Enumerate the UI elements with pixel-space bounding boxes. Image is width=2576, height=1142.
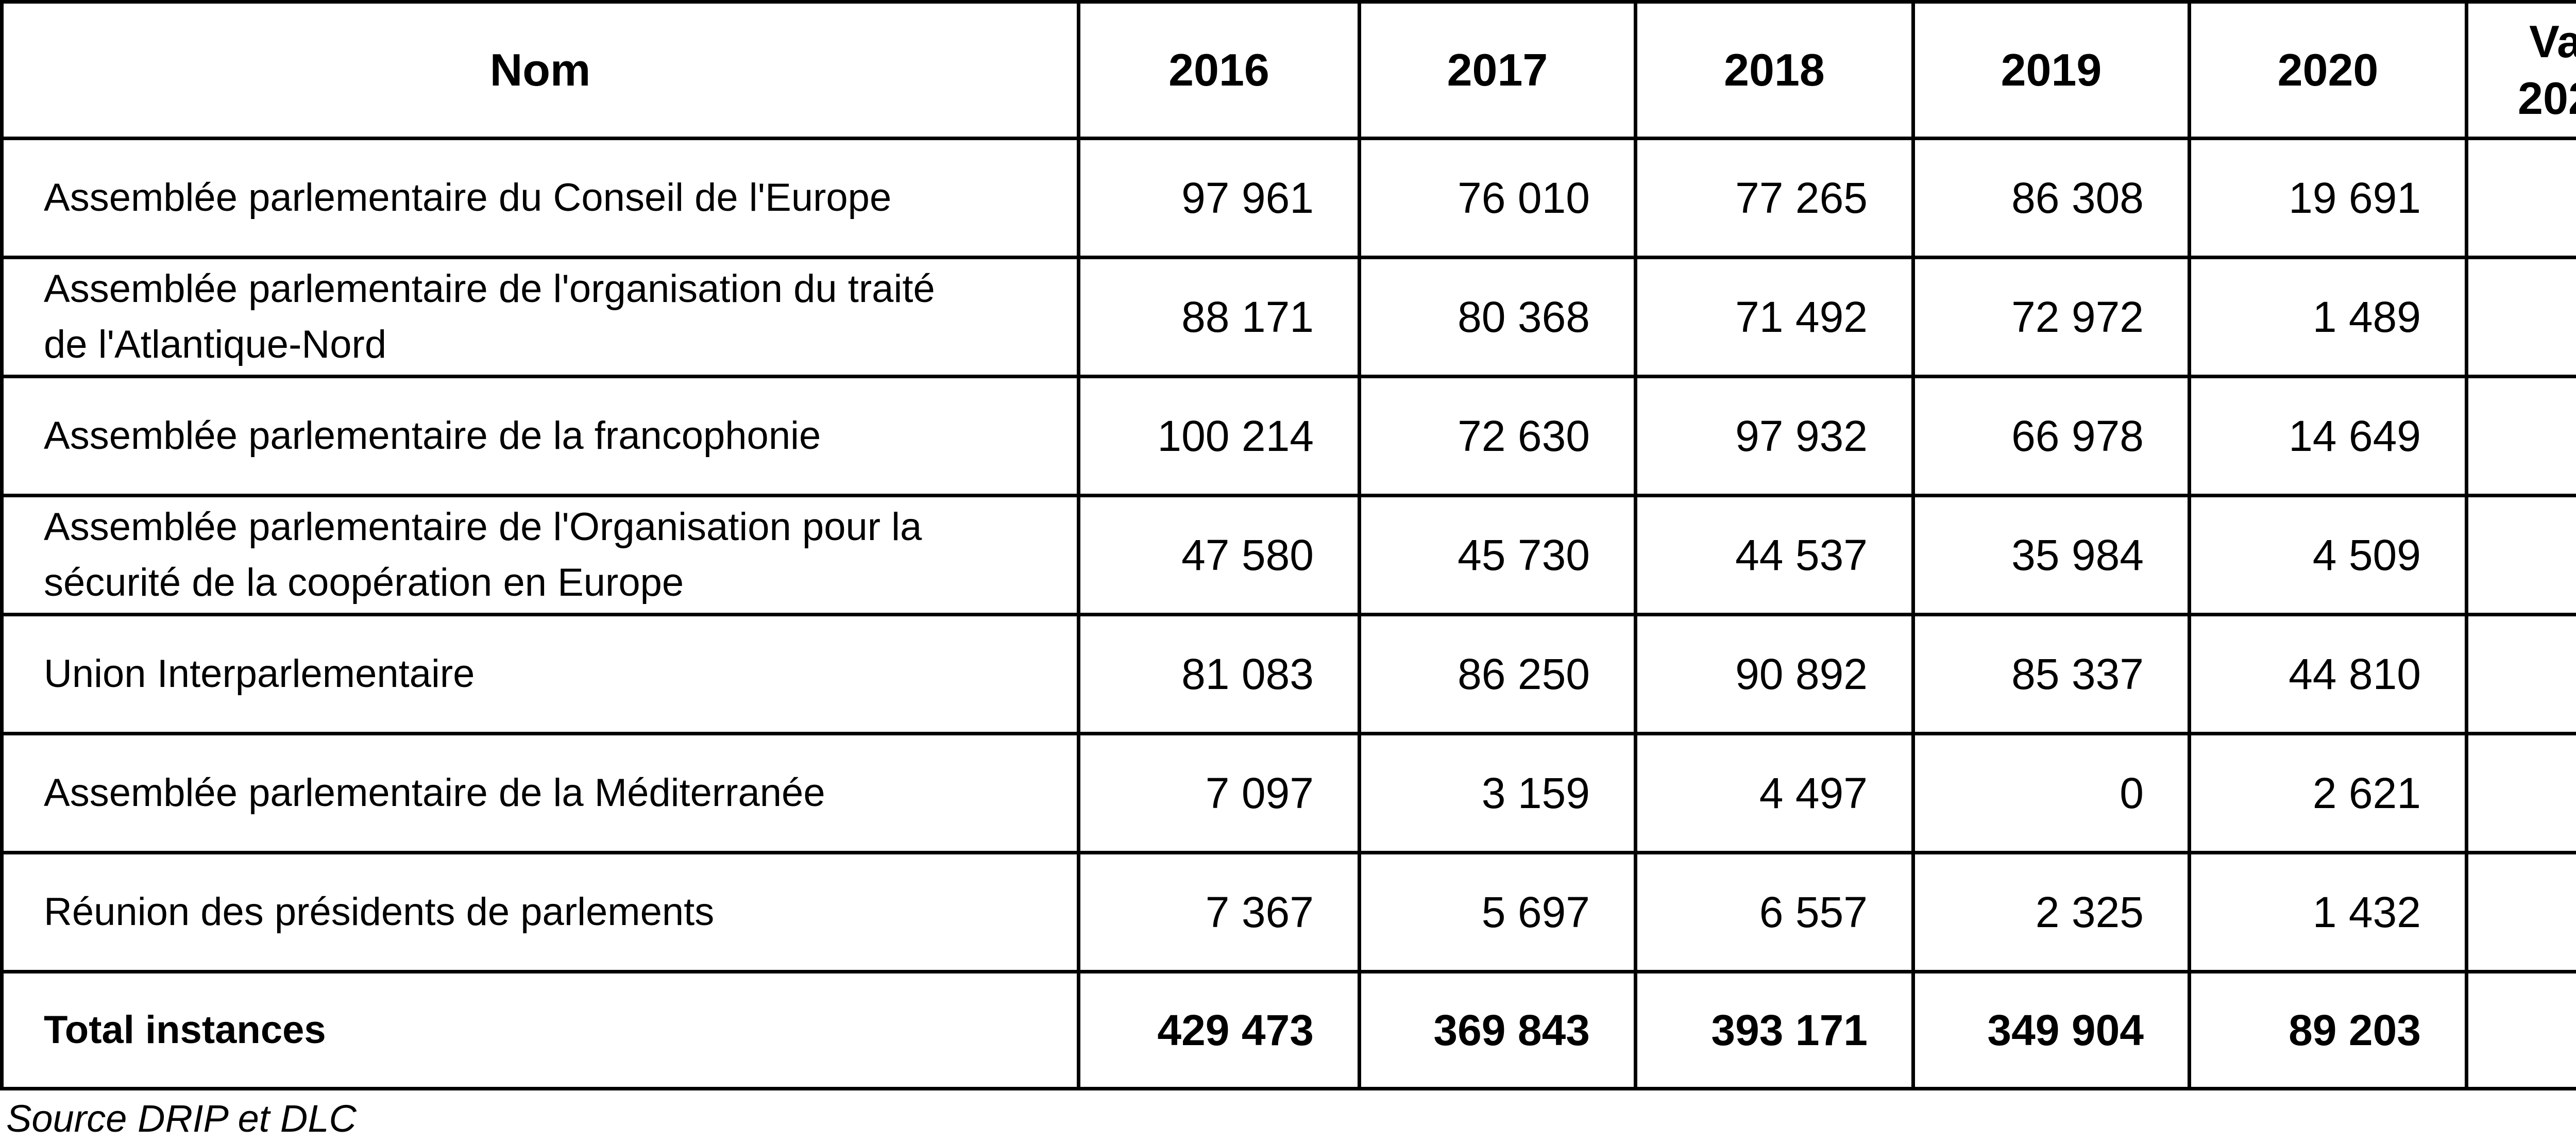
- total-label-cell: Total instances: [0, 970, 1080, 1090]
- value-2019-cell: 72 972: [1911, 256, 2191, 378]
- column-header-nom: Nom: [0, 0, 1080, 140]
- value-2017-cell: 86 250: [1358, 613, 1637, 735]
- column-header-2019: 2019: [1911, 0, 2191, 140]
- total-2020-cell: 89 203: [2188, 970, 2468, 1090]
- value-2017-cell: 80 368: [1358, 256, 1637, 378]
- org-name-cell: Assemblée parlementaire de l'organisatio…: [0, 256, 1080, 378]
- table-row: Assemblée parlementaire du Conseil de l'…: [0, 137, 2576, 259]
- source-note: Source DRIP et DLC: [6, 1097, 357, 1140]
- variation-cell: -77,18%: [2465, 137, 2576, 259]
- org-name-cell: Assemblée parlementaire du Conseil de l'…: [0, 137, 1080, 259]
- total-2018-cell: 393 171: [1634, 970, 1915, 1090]
- value-2018-cell: 71 492: [1634, 256, 1915, 378]
- value-2016-cell: 7 097: [1077, 732, 1361, 854]
- variation-cell: -78,13%: [2465, 375, 2576, 497]
- value-2018-cell: 6 557: [1634, 851, 1915, 973]
- org-name-cell: Réunion des présidents de parlements: [0, 851, 1080, 973]
- value-2019-cell: 0: [1911, 732, 2191, 854]
- total-2017-cell: 369 843: [1358, 970, 1637, 1090]
- value-2017-cell: 76 010: [1358, 137, 1637, 259]
- variation-cell: -87,47%: [2465, 494, 2576, 616]
- value-2018-cell: 44 537: [1634, 494, 1915, 616]
- variation-cell: -: [2465, 732, 2576, 854]
- table-total-row: Total instances 429 473 369 843 393 171 …: [0, 970, 2576, 1090]
- table-row: Assemblée parlementaire de l'organisatio…: [0, 256, 2576, 378]
- value-2019-cell: 2 325: [1911, 851, 2191, 973]
- table-row: Assemblée parlementaire de la francophon…: [0, 375, 2576, 497]
- value-2018-cell: 4 497: [1634, 732, 1915, 854]
- value-2016-cell: 7 367: [1077, 851, 1361, 973]
- table-row: Assemblée parlementaire de la Méditerran…: [0, 732, 2576, 854]
- value-2016-cell: 47 580: [1077, 494, 1361, 616]
- value-2016-cell: 97 961: [1077, 137, 1361, 259]
- value-2017-cell: 5 697: [1358, 851, 1637, 973]
- total-2016-cell: 429 473: [1077, 970, 1361, 1090]
- org-name-cell: Assemblée parlementaire de la francophon…: [0, 375, 1080, 497]
- value-2019-cell: 85 337: [1911, 613, 2191, 735]
- column-header-2017: 2017: [1358, 0, 1637, 140]
- value-2018-cell: 97 932: [1634, 375, 1915, 497]
- value-2018-cell: 90 892: [1634, 613, 1915, 735]
- variation-cell: -97,96%: [2465, 256, 2576, 378]
- instances-table: Nom 2016 2017 2018 2019 2020 Variation 2…: [0, 0, 2576, 1090]
- table-row: Réunion des présidents de parlements 7 3…: [0, 851, 2576, 973]
- column-header-variation: Variation 2020/2019: [2465, 0, 2576, 140]
- table-header-row: Nom 2016 2017 2018 2019 2020 Variation 2…: [0, 0, 2576, 140]
- column-header-2018: 2018: [1634, 0, 1915, 140]
- org-name-cell: Assemblée parlementaire de la Méditerran…: [0, 732, 1080, 854]
- column-header-2016: 2016: [1077, 0, 1361, 140]
- org-name-cell: Union Interparlementaire: [0, 613, 1080, 735]
- value-2020-cell: 4 509: [2188, 494, 2468, 616]
- variation-cell: -47,49%: [2465, 613, 2576, 735]
- table-row: Union Interparlementaire 81 083 86 250 9…: [0, 613, 2576, 735]
- total-2019-cell: 349 904: [1911, 970, 2191, 1090]
- value-2017-cell: 72 630: [1358, 375, 1637, 497]
- value-2016-cell: 100 214: [1077, 375, 1361, 497]
- value-2019-cell: 35 984: [1911, 494, 2191, 616]
- value-2018-cell: 77 265: [1634, 137, 1915, 259]
- value-2020-cell: 19 691: [2188, 137, 2468, 259]
- variation-cell: -38,41%: [2465, 851, 2576, 973]
- value-2020-cell: 44 810: [2188, 613, 2468, 735]
- value-2017-cell: 45 730: [1358, 494, 1637, 616]
- total-variation-cell: -74,51%: [2465, 970, 2576, 1090]
- column-header-2020: 2020: [2188, 0, 2468, 140]
- value-2016-cell: 88 171: [1077, 256, 1361, 378]
- value-2019-cell: 66 978: [1911, 375, 2191, 497]
- value-2020-cell: 1 489: [2188, 256, 2468, 378]
- value-2016-cell: 81 083: [1077, 613, 1361, 735]
- value-2020-cell: 2 621: [2188, 732, 2468, 854]
- value-2020-cell: 1 432: [2188, 851, 2468, 973]
- org-name-cell: Assemblée parlementaire de l'Organisatio…: [0, 494, 1080, 616]
- value-2020-cell: 14 649: [2188, 375, 2468, 497]
- value-2019-cell: 86 308: [1911, 137, 2191, 259]
- value-2017-cell: 3 159: [1358, 732, 1637, 854]
- table-row: Assemblée parlementaire de l'Organisatio…: [0, 494, 2576, 616]
